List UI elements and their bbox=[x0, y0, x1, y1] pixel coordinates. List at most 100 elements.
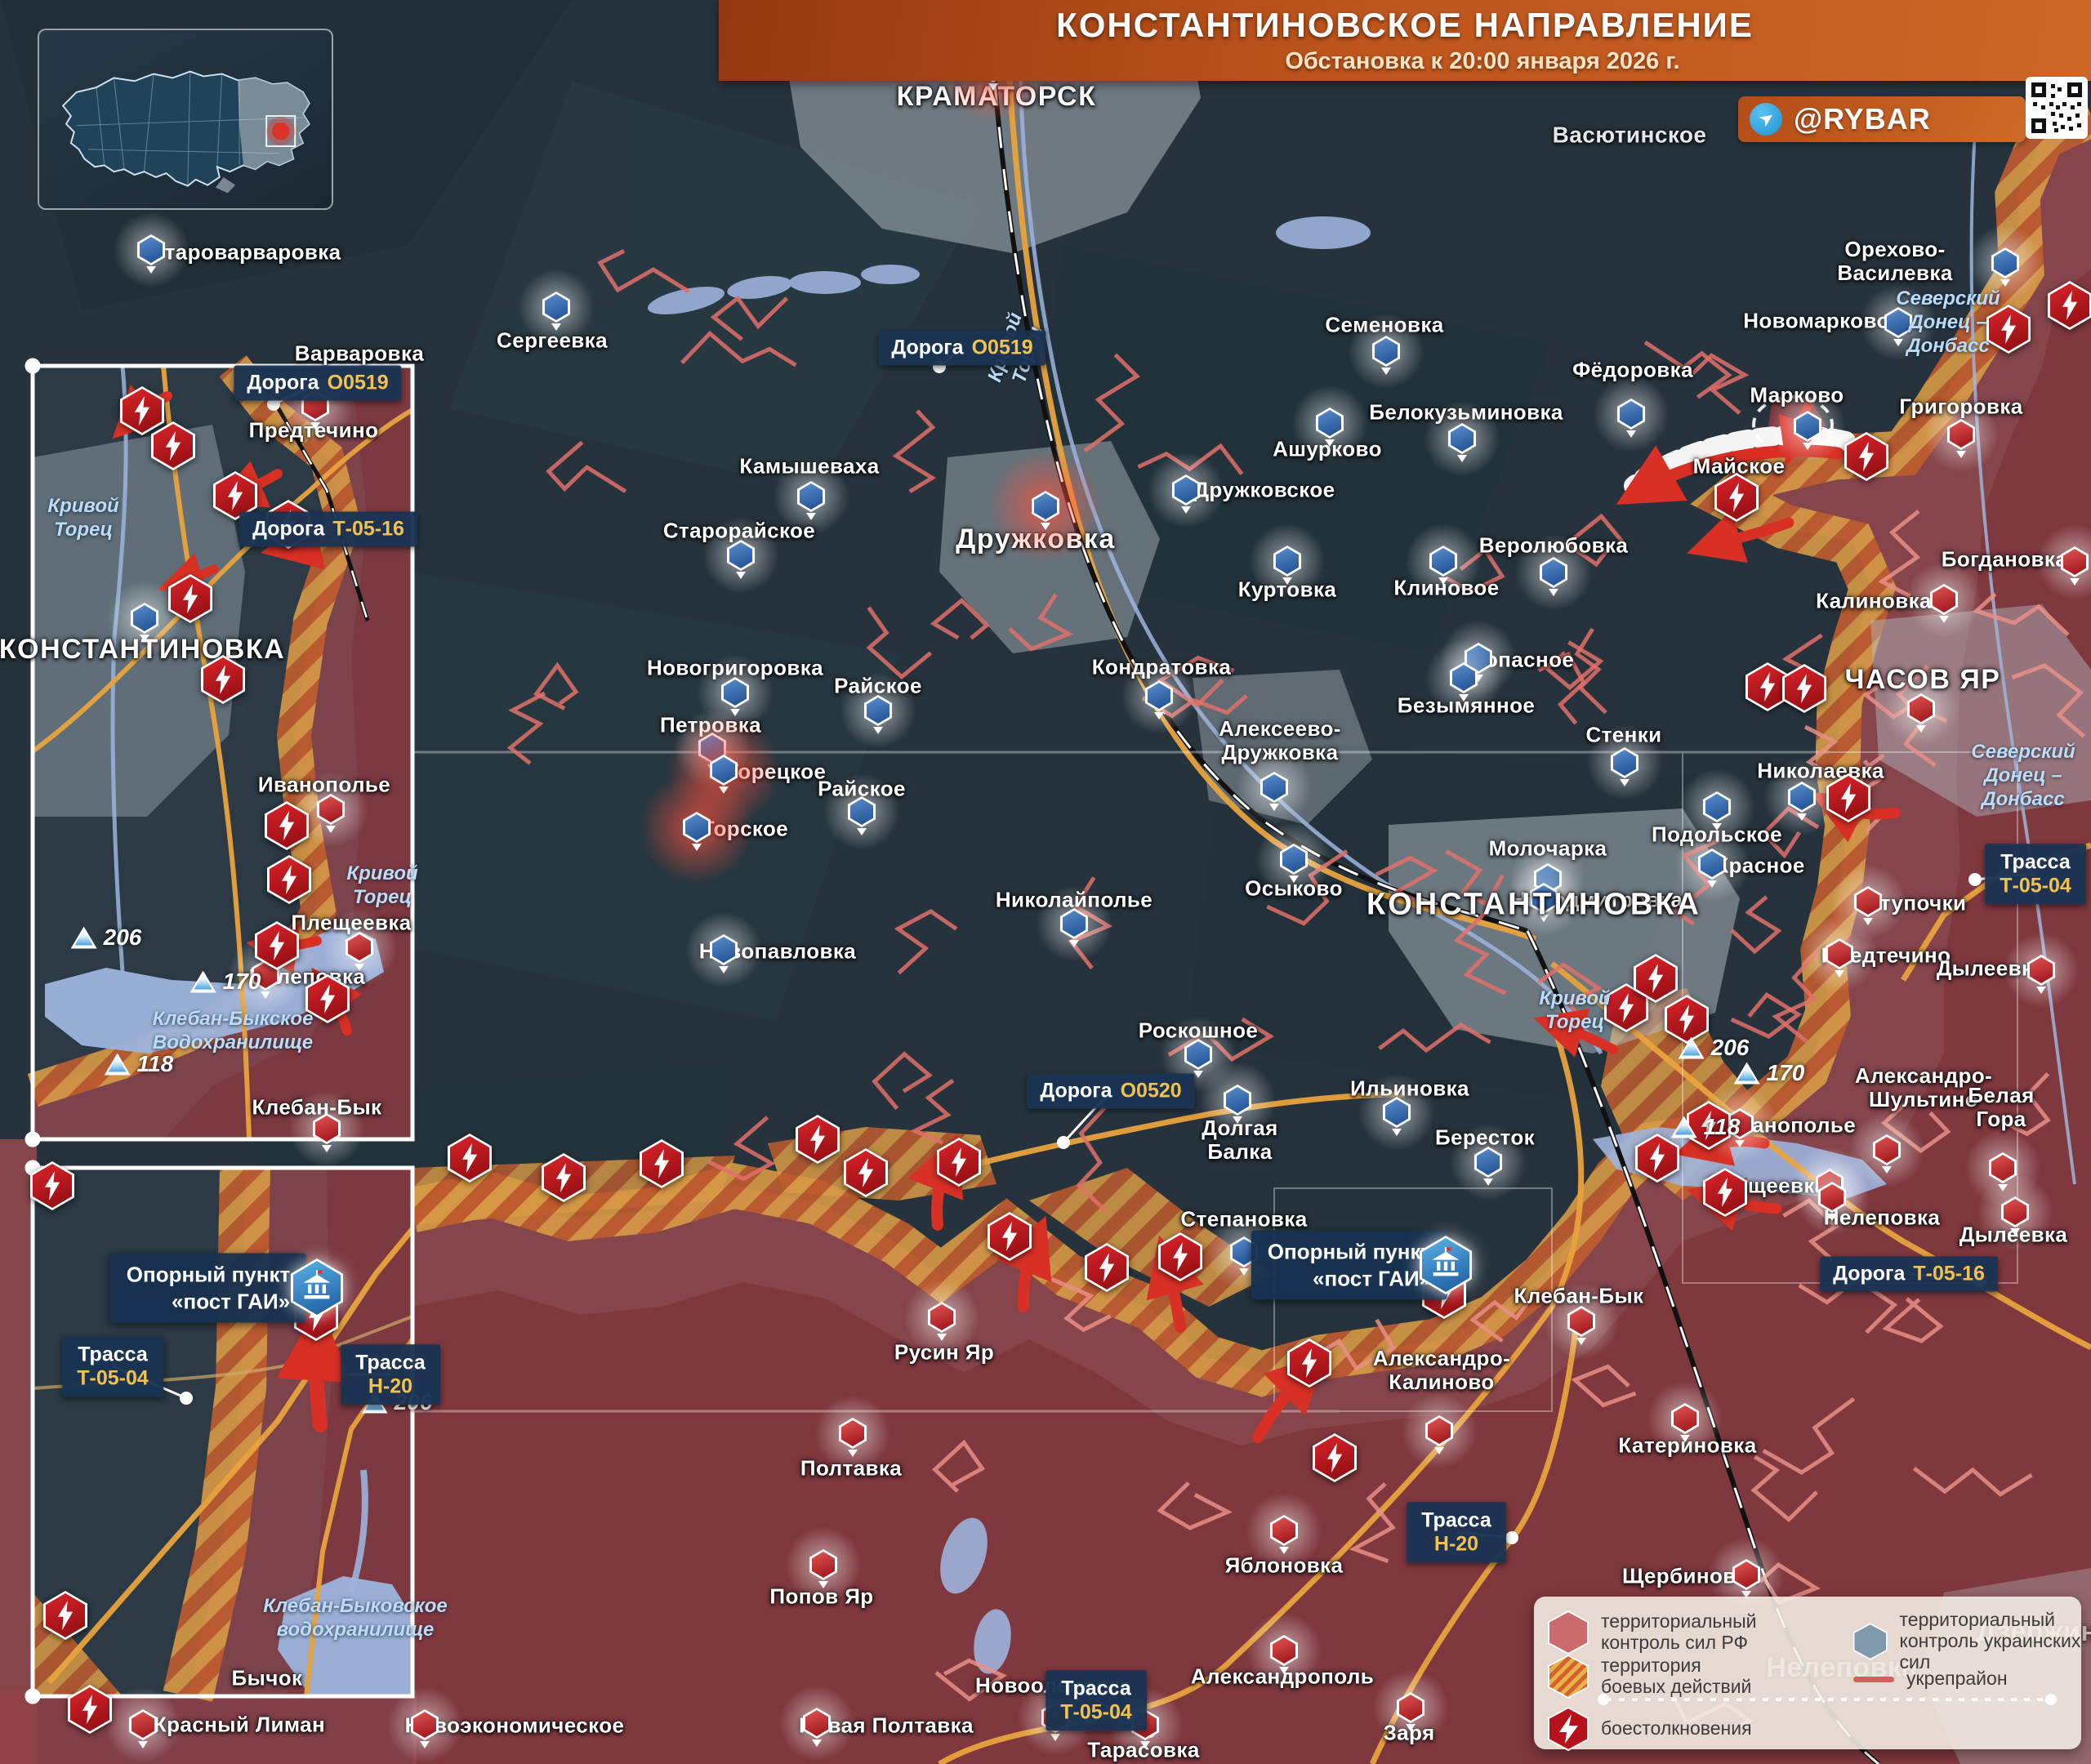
settlement-marker-ua-icon bbox=[797, 481, 825, 512]
road-type: Трасса bbox=[355, 1351, 426, 1374]
settlement-marker-rf-icon bbox=[1930, 584, 1958, 615]
legend-label-clash: боестолкновения bbox=[1601, 1717, 1752, 1740]
settlement-marker-rf-icon bbox=[411, 1709, 439, 1740]
rybar-channel-badge[interactable]: ➤ @RYBAR bbox=[1738, 96, 2026, 142]
settlement-marker-rf-icon bbox=[809, 1549, 837, 1580]
road-type: Трасса bbox=[78, 1343, 148, 1366]
settlement-marker-ua-icon bbox=[1429, 546, 1457, 577]
settlement-marker-rf-icon bbox=[1425, 1415, 1453, 1446]
settlement-marker-ua-icon bbox=[1794, 411, 1821, 442]
combat-zone-icon bbox=[1548, 1654, 1589, 1699]
title-banner: КОНСТАНТИНОВСКОЕ НАПРАВЛЕНИЕ Обстановка … bbox=[719, 0, 2091, 81]
clash-icon bbox=[43, 1591, 87, 1640]
clash-icon bbox=[448, 1134, 492, 1183]
settlement-marker-ua-icon bbox=[1383, 1097, 1411, 1128]
water-label: Кривой Торец bbox=[1539, 987, 1611, 1033]
settlement-marker-rf-icon bbox=[839, 1418, 867, 1449]
channel-handle: @RYBAR bbox=[1794, 102, 1931, 136]
settlement-marker-ua-icon bbox=[848, 796, 876, 827]
road-badge: Трасса Н-20 bbox=[341, 1344, 440, 1405]
elevation-marker: 206 bbox=[70, 924, 141, 951]
water-label: Северский Донец – Донбасс bbox=[1971, 740, 2075, 810]
water-label: Кривой Торец bbox=[47, 495, 119, 541]
settlement-marker-ua-icon bbox=[1448, 423, 1476, 454]
clash-icon bbox=[542, 1153, 586, 1202]
settlement-marker-ua-icon bbox=[1316, 408, 1344, 439]
settlement-marker-ua-icon bbox=[1273, 546, 1301, 577]
settlement-marker-ua-icon bbox=[1172, 474, 1200, 506]
clash-icon bbox=[255, 921, 299, 970]
road-type: Дорога bbox=[252, 517, 325, 541]
legend-label-combat: территория боевых действий bbox=[1601, 1655, 1752, 1697]
settlement-marker-ua-icon bbox=[137, 234, 165, 265]
settlement-marker-ua-icon bbox=[1991, 247, 2019, 278]
elevation-marker: 170 bbox=[1733, 1060, 1804, 1086]
road-code: Н-20 bbox=[368, 1374, 413, 1397]
settlement-marker-ua-icon bbox=[1611, 747, 1638, 778]
fortification-icon bbox=[291, 1258, 343, 1317]
clash-icon bbox=[1714, 473, 1759, 522]
settlement-marker-rf-icon bbox=[2027, 955, 2055, 986]
settlement-marker-rf-icon bbox=[928, 1302, 956, 1333]
water-label: Клебан-Быкское Водохранилище bbox=[152, 1008, 314, 1054]
town-label: Орехово-Василевка bbox=[1837, 236, 1953, 285]
elevation-marker: 206 bbox=[1678, 1035, 1749, 1061]
road-code: Т-05-16 bbox=[332, 517, 404, 541]
inset-borders bbox=[25, 358, 415, 1704]
road-badge: Трасса Т-05-04 bbox=[1046, 1670, 1147, 1731]
road-badge: Трасса Н-20 bbox=[1407, 1502, 1506, 1562]
clash-icon bbox=[68, 1685, 112, 1734]
settlement-marker-ua-icon bbox=[1260, 772, 1288, 803]
qr-code[interactable] bbox=[2026, 77, 2088, 139]
road-code: Т-05-04 bbox=[77, 1366, 149, 1389]
town-label: КОНСТАНТИНОВКА bbox=[1367, 887, 1701, 922]
ua-control-icon bbox=[1852, 1622, 1888, 1660]
settlement-marker-rf-icon bbox=[1947, 419, 1975, 450]
water-label: Клебан-Быковское водохранилище bbox=[263, 1595, 448, 1641]
settlement-marker-rf-icon bbox=[317, 794, 345, 825]
settlement-marker-rf-icon bbox=[1826, 938, 1853, 969]
settlement-marker-rf-icon bbox=[1907, 693, 1935, 724]
clash-icon bbox=[937, 1138, 981, 1187]
clash-icon bbox=[1634, 954, 1678, 1003]
clash-icon bbox=[1844, 432, 1888, 481]
settlement-marker-ua-icon bbox=[542, 292, 570, 323]
legend-label-ua: территориальный контроль украинских сил bbox=[1899, 1609, 2081, 1673]
map-title: КОНСТАНТИНОВСКОЕ НАПРАВЛЕНИЕ bbox=[1056, 6, 1754, 44]
settlement-marker-ua-icon bbox=[1788, 782, 1816, 813]
clash-icon bbox=[844, 1148, 888, 1197]
settlement-marker-ua-icon bbox=[1372, 336, 1400, 367]
town-label: Бычок bbox=[231, 1665, 303, 1690]
settlement-marker-rf-icon bbox=[1270, 1635, 1298, 1666]
road-badge: Трасса Т-05-04 bbox=[62, 1336, 163, 1396]
settlement-marker-ua-icon bbox=[1703, 791, 1731, 822]
road-type: Дорога bbox=[891, 336, 964, 359]
road-code: Т-05-16 bbox=[1913, 1262, 1985, 1285]
clash-icon bbox=[1635, 1134, 1679, 1183]
settlement-marker-rf-icon bbox=[1270, 1515, 1298, 1546]
road-type: Дорога bbox=[1040, 1079, 1112, 1102]
elevation-marker: 118 bbox=[1670, 1114, 1740, 1140]
clash-icon bbox=[267, 855, 311, 904]
fortification-icon bbox=[1420, 1236, 1472, 1294]
settlement-marker-rf-icon bbox=[1671, 1403, 1699, 1434]
water-label: Северский Донец – Донбасс bbox=[1896, 287, 2000, 357]
water-label: Кривой Торец bbox=[346, 862, 418, 908]
clash-icon bbox=[1085, 1243, 1129, 1292]
town-label: Васютинское bbox=[1552, 122, 1707, 148]
settlement-marker-ua-icon bbox=[1450, 662, 1478, 693]
settlement-marker-ua-icon bbox=[1617, 399, 1645, 430]
settlement-marker-rf-icon bbox=[2001, 1196, 2029, 1227]
conflict-location-dot bbox=[271, 122, 290, 140]
settlement-marker-rf-icon bbox=[1818, 1182, 1846, 1213]
legend: территориальный контроль сил РФ территор… bbox=[1534, 1597, 2081, 1752]
settlement-marker-ua-icon bbox=[1224, 1085, 1251, 1116]
clash-icon bbox=[1158, 1232, 1202, 1281]
settlement-marker-ua-icon bbox=[1530, 883, 1558, 914]
ukraine-minimap bbox=[38, 29, 333, 210]
road-badge: Трасса Т-05-04 bbox=[1985, 844, 2086, 904]
road-code: О0519 bbox=[327, 371, 389, 394]
clash-icon bbox=[168, 574, 212, 623]
road-badge: Дорога О0519 bbox=[878, 330, 1046, 366]
